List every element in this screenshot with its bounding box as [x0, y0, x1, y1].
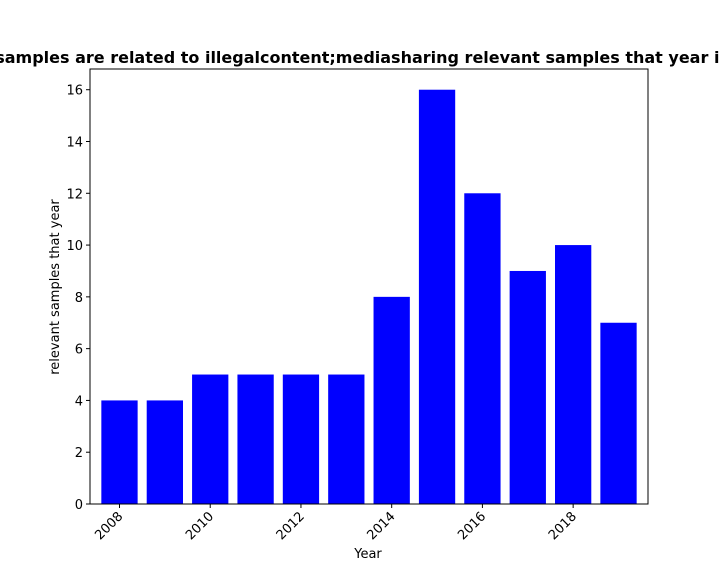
x-tick-label: 2012 — [274, 509, 308, 543]
y-tick-label: 14 — [66, 136, 83, 151]
bar — [418, 89, 456, 504]
bar — [282, 374, 320, 504]
bar — [146, 400, 183, 504]
x-axis-label: Year — [353, 547, 382, 562]
bar — [464, 193, 501, 505]
plot-frame — [89, 68, 649, 505]
bar — [600, 322, 637, 504]
bar — [509, 270, 546, 504]
bar — [101, 400, 138, 504]
x-axis: 2008 2010 2012 2014 2016 2018 — [92, 504, 580, 543]
bar — [328, 374, 365, 504]
y-tick-label: 12 — [66, 187, 83, 202]
bar — [555, 245, 592, 505]
y-tick-label: 8 — [75, 291, 83, 306]
bar-series — [101, 89, 637, 505]
y-tick-label: 4 — [75, 394, 83, 409]
x-tick-label: 2014 — [365, 509, 399, 543]
x-tick-label: 2008 — [92, 509, 126, 543]
x-tick-label: 2010 — [183, 509, 217, 543]
y-tick-label: 6 — [75, 343, 83, 358]
chart-title: Year where all samples are related to il… — [0, 48, 720, 67]
x-tick-label: 2018 — [546, 509, 580, 543]
y-axis: 0 2 4 6 8 10 12 14 16 — [66, 84, 90, 513]
bar — [192, 374, 229, 504]
y-tick-label: 0 — [75, 498, 83, 513]
bar — [373, 296, 410, 504]
x-tick-label: 2016 — [455, 509, 489, 543]
y-tick-label: 2 — [75, 446, 83, 461]
y-axis-label: relevant samples that year — [48, 199, 63, 375]
bar — [237, 374, 274, 504]
y-tick-label: 16 — [66, 84, 83, 99]
y-tick-label: 10 — [66, 239, 83, 254]
